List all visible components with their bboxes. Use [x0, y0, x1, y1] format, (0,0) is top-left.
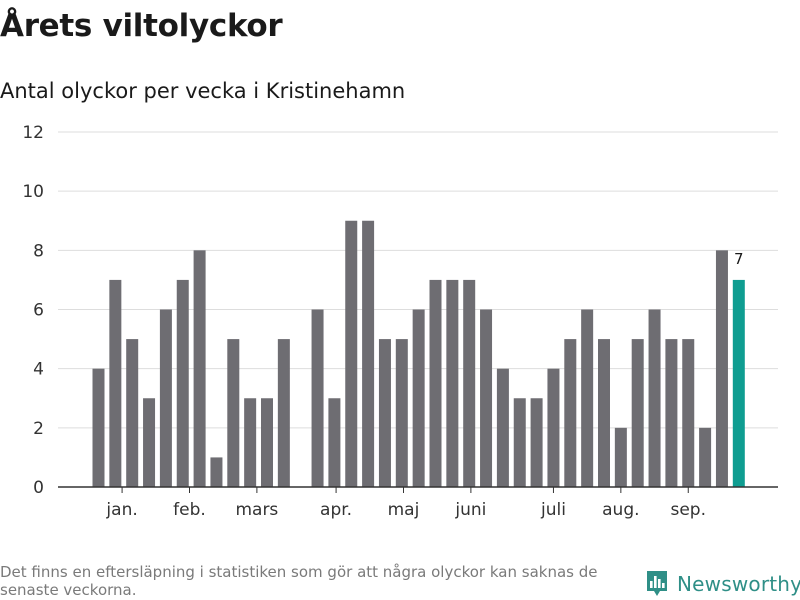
bar: [715, 250, 728, 487]
bar: [648, 309, 661, 487]
bar-highlight: [732, 279, 745, 487]
y-tick-label: 2: [33, 419, 44, 439]
x-tick-label: juli: [540, 500, 566, 520]
x-tick-label: sep.: [670, 500, 706, 520]
y-axis-ticks: 0 2 4 6 8 10 12: [22, 123, 44, 498]
bar: [244, 398, 257, 487]
bar: [665, 339, 678, 487]
bar: [378, 339, 391, 487]
bar: [176, 279, 189, 487]
bar: [395, 339, 408, 487]
y-tick-label: 4: [33, 360, 44, 380]
chart-subtitle: Antal olyckor per vecka i Kristinehamn: [0, 79, 406, 103]
bar: [159, 309, 172, 487]
bar: [682, 339, 695, 487]
bar: [699, 427, 712, 487]
x-tick-label: apr.: [320, 500, 352, 520]
bar: [345, 220, 358, 487]
bar: [496, 368, 509, 487]
brand-name: Newsworthy: [677, 572, 800, 596]
bar: [92, 368, 105, 487]
bar: [463, 279, 476, 487]
bar-chart-logo-icon: [647, 571, 667, 596]
bar: [362, 220, 375, 487]
bar: [614, 427, 627, 487]
y-tick-label: 8: [33, 241, 44, 261]
x-tick-label: aug.: [602, 500, 639, 520]
bar: [109, 279, 122, 487]
data-labels: 7: [734, 250, 744, 268]
y-tick-label: 12: [22, 123, 44, 143]
y-tick-label: 0: [33, 478, 44, 498]
x-tick-label: feb.: [173, 500, 206, 520]
bar: [446, 279, 459, 487]
footnote: Det finns en eftersläpning i statistiken…: [0, 563, 598, 599]
bar: [311, 309, 324, 487]
x-tick-label: mars: [235, 500, 278, 520]
bar: [328, 398, 341, 487]
x-tick-label: maj: [388, 500, 420, 520]
bar: [261, 398, 273, 487]
bar: [429, 279, 442, 487]
bar: [480, 309, 493, 487]
bars: [92, 220, 745, 487]
bar: [598, 339, 610, 487]
x-tick-label: juni: [454, 500, 486, 520]
bar: [143, 398, 156, 487]
data-label: 7: [734, 250, 744, 268]
y-tick-label: 6: [33, 301, 44, 321]
bar: [126, 339, 139, 487]
chart-title: Årets viltolyckor: [0, 8, 283, 44]
bar: [277, 339, 290, 487]
bar: [530, 398, 543, 487]
bar: [513, 398, 526, 487]
x-axis-ticks: jan. feb. mars apr. maj juni juli aug. sep.: [105, 487, 706, 520]
bar: [631, 339, 644, 487]
brand-logo: Newsworthy: [645, 568, 800, 600]
bar: [547, 368, 560, 487]
y-tick-label: 10: [22, 182, 44, 202]
bar: [193, 250, 206, 487]
x-tick-label: jan.: [105, 500, 137, 520]
bar: [210, 457, 223, 487]
bar: [227, 339, 240, 487]
bar: [412, 309, 425, 487]
bar: [581, 309, 594, 487]
bar: [564, 339, 577, 487]
